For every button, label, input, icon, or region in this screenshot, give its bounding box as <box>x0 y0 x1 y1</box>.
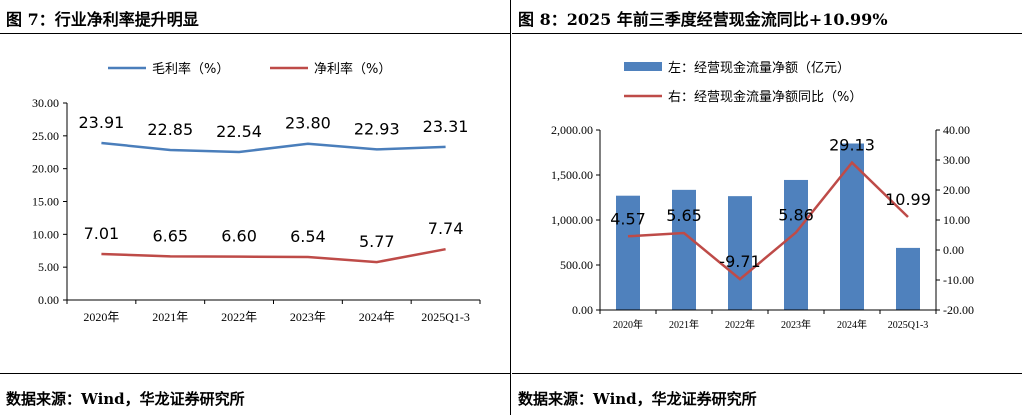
data-label: 23.91 <box>79 113 125 132</box>
y-tick-label: 5.00 <box>38 260 59 274</box>
legend-label: 右：经营现金流量净额同比（%） <box>668 89 862 105</box>
series-line-2 <box>101 247 446 264</box>
legend-label: 净利率（%） <box>314 61 391 77</box>
data-label: 22.54 <box>216 122 262 141</box>
legend-swatch-bar <box>624 62 662 71</box>
data-label: 6.54 <box>290 227 326 246</box>
data-label: 22.85 <box>147 120 193 139</box>
right-top-rule <box>512 33 1022 34</box>
data-label: 29.13 <box>829 136 875 155</box>
data-label: 22.93 <box>354 119 400 138</box>
right-data-source: 数据来源：Wind，华龙证券研究所 <box>518 390 757 408</box>
right-y-tick-label: 10.00 <box>943 213 970 227</box>
y-tick-label: 15.00 <box>32 195 59 209</box>
x-tick-label: 2020年 <box>83 310 119 324</box>
x-tick-label: 2024年 <box>359 310 395 324</box>
bar <box>728 196 752 310</box>
y-tick-label: 10.00 <box>32 227 59 241</box>
left-y-tick-label: 1,000.00 <box>551 213 593 227</box>
right-bottom-rule <box>512 373 1022 374</box>
left-y-tick-label: 2,000.00 <box>551 123 593 137</box>
data-label: 23.80 <box>285 114 331 133</box>
yoy-line <box>627 160 909 281</box>
y-tick-label: 20.00 <box>32 162 59 176</box>
x-tick-label: 2024年 <box>837 318 867 331</box>
legend-label: 左：经营现金流量净额（亿元） <box>668 60 850 76</box>
data-label: 5.86 <box>778 205 814 224</box>
right-panel: 图 8：2025 年前三季度经营现金流同比+10.99% 0.00 500.00 1… <box>512 0 1022 415</box>
data-label: -9.71 <box>719 252 760 271</box>
cashflow-combo-chart: 0.00 500.00 1,000.00 1,500.00 2,000.00 -20.00… <box>551 60 974 331</box>
y-tick-label: 0.00 <box>38 293 59 307</box>
left-chart-title: 图 7：行业净利率提升明显 <box>6 10 199 29</box>
panel-divider <box>510 0 511 415</box>
y-tick-label: 30.00 <box>32 96 59 110</box>
bar <box>616 195 640 310</box>
data-label: 23.31 <box>423 117 469 136</box>
left-y-tick-label: 500.00 <box>560 258 593 272</box>
x-tick-label: 2023年 <box>290 310 326 324</box>
bar <box>672 189 696 310</box>
data-label: 10.99 <box>885 190 931 209</box>
bar <box>784 179 808 310</box>
data-label: 4.57 <box>610 209 646 228</box>
bar <box>896 247 920 310</box>
data-label: 7.74 <box>428 219 464 238</box>
right-y-tick-label: -20.00 <box>943 303 974 317</box>
left-y-tick-label: 0.00 <box>572 303 593 317</box>
right-y-tick-label: 40.00 <box>943 123 970 137</box>
x-tick-label: 2020年 <box>613 318 643 331</box>
right-chart-title: 图 8：2025 年前三季度经营现金流同比+10.99% <box>518 10 888 29</box>
x-tick-label: 2022年 <box>221 310 257 324</box>
margin-line-chart: 0.00 5.00 10.00 15.00 20.00 25.00 30.00 2020年 20… <box>32 61 481 324</box>
right-y-tick-label: 30.00 <box>943 153 970 167</box>
left-data-source: 数据来源：Wind，华龙证券研究所 <box>6 390 245 408</box>
bar <box>840 143 864 310</box>
right-y-tick-label: 20.00 <box>943 183 970 197</box>
x-tick-label: 2021年 <box>669 318 699 331</box>
data-label: 6.65 <box>152 226 188 245</box>
data-label: 5.65 <box>666 206 702 225</box>
right-y-tick-label: 0.00 <box>943 243 964 257</box>
x-tick-label: 2021年 <box>152 310 188 324</box>
x-tick-label: 2022年 <box>725 318 755 331</box>
series-line-1 <box>101 141 446 154</box>
y-tick-label: 25.00 <box>32 129 59 143</box>
right-y-tick-label: -10.00 <box>943 273 974 287</box>
left-y-tick-label: 1,500.00 <box>551 168 593 182</box>
x-tick-label: 2025Q1-3 <box>888 320 929 331</box>
left-bottom-rule <box>0 373 510 374</box>
data-label: 5.77 <box>359 232 395 251</box>
x-tick-label: 2023年 <box>781 318 811 331</box>
data-label: 7.01 <box>84 224 120 243</box>
data-label: 6.60 <box>221 227 257 246</box>
left-top-rule <box>0 33 510 34</box>
left-panel: 图 7：行业净利率提升明显 0.00 5.00 10.00 15.00 20.00 25.… <box>0 0 510 415</box>
legend-label: 毛利率（%） <box>152 61 229 77</box>
x-tick-label: 2025Q1-3 <box>421 310 470 324</box>
